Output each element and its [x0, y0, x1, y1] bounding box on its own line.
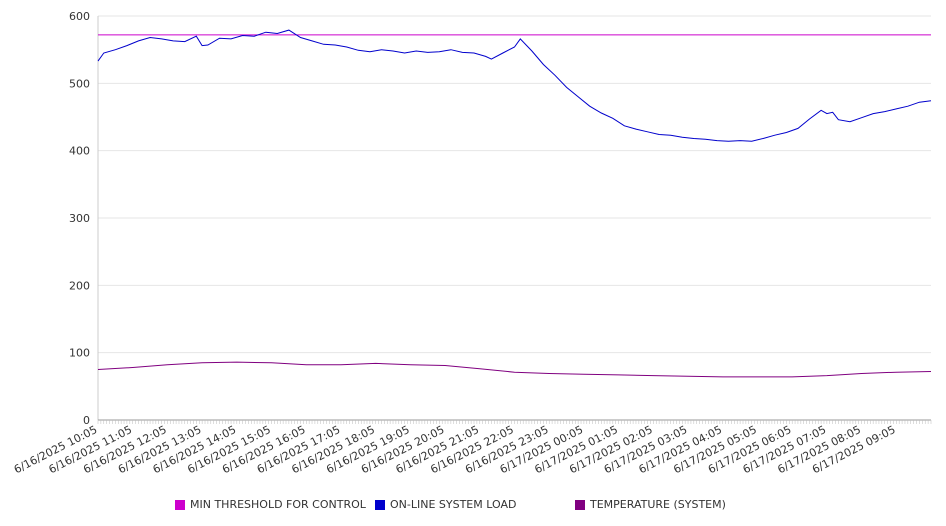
legend-swatch-temperature [575, 499, 585, 510]
series-lines [97, 29, 932, 378]
series-line-temperature [97, 361, 932, 378]
legend-swatch-min-threshold [175, 499, 185, 510]
axes [97, 16, 932, 424]
legend: MIN THRESHOLD FOR CONTROL ON-LINE SYSTEM… [0, 498, 946, 516]
y-tick-label: 0 [83, 414, 90, 427]
y-axis-ticks: 0 100 200 300 400 500 600 [69, 10, 90, 427]
legend-swatch-system-load [375, 499, 385, 510]
y-tick-label: 500 [69, 77, 90, 90]
y-tick-label: 100 [69, 347, 90, 360]
legend-label-system-load: ON-LINE SYSTEM LOAD [390, 498, 517, 511]
series-line-system-load [97, 29, 932, 142]
legend-item-min-threshold[interactable]: MIN THRESHOLD FOR CONTROL [175, 498, 366, 511]
legend-label-min-threshold: MIN THRESHOLD FOR CONTROL [190, 498, 366, 511]
y-tick-label: 600 [69, 10, 90, 23]
x-axis-ticks: 6/16/2025 10:056/16/2025 11:056/16/2025 … [12, 423, 898, 476]
legend-item-system-load[interactable]: ON-LINE SYSTEM LOAD [375, 498, 516, 511]
legend-item-temperature[interactable]: TEMPERATURE (SYSTEM) [575, 498, 726, 511]
y-tick-label: 300 [69, 212, 90, 225]
legend-label-temperature: TEMPERATURE (SYSTEM) [590, 498, 726, 511]
y-tick-label: 400 [69, 145, 90, 158]
y-tick-label: 200 [69, 279, 90, 292]
gridlines [98, 15, 931, 354]
